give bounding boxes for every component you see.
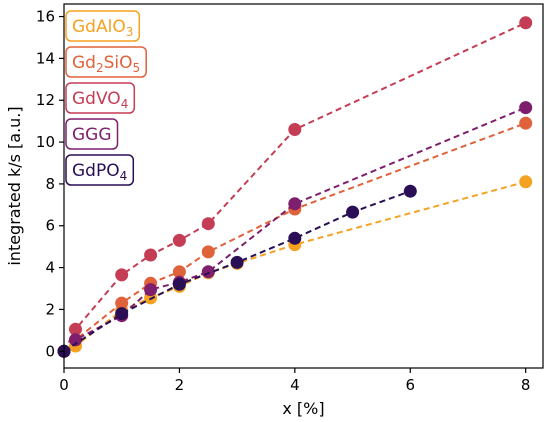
x-axis-label: x [%] [282, 399, 324, 418]
data-point [519, 16, 533, 30]
x-tick-label: 0 [59, 376, 69, 394]
legend-box [65, 10, 141, 42]
plot-data-layer [57, 16, 533, 358]
y-tick-label: 4 [45, 259, 55, 277]
data-point [519, 101, 533, 115]
data-point [346, 205, 360, 219]
legend-item-GdVO4: GdVO4 [65, 82, 136, 114]
data-point [115, 296, 129, 310]
x-tick-label: 6 [405, 376, 415, 394]
legend-box [65, 118, 119, 150]
data-point [201, 245, 215, 259]
plot-frame [63, 3, 544, 369]
legend-item-GdPO4: GdPO4 [65, 154, 135, 186]
legend-label: Gd2SiO5 [72, 53, 140, 75]
y-tick-label: 14 [36, 49, 55, 67]
data-point [201, 217, 215, 231]
y-tick-label: 6 [45, 217, 55, 235]
data-point [230, 255, 244, 269]
legend-label: GdVO4 [72, 89, 128, 111]
series-line [63, 190, 411, 353]
data-point [115, 307, 129, 321]
legend-box [65, 82, 136, 114]
legend-label: GGG [72, 125, 112, 145]
data-point [172, 233, 186, 247]
data-point [288, 123, 302, 136]
data-point [172, 265, 186, 279]
y-tick-label: 0 [45, 342, 55, 360]
y-tick-label: 8 [45, 175, 55, 193]
data-point [403, 184, 417, 198]
legend: GdAlO3 Gd2SiO5 GdVO4 GGG GdPO4 [65, 10, 147, 186]
series-line [63, 21, 527, 352]
legend-item-Gd2SiO5: Gd2SiO5 [65, 46, 147, 78]
data-point [519, 116, 533, 130]
legend-item-GdAlO3: GdAlO3 [65, 10, 141, 42]
x-tick-label: 8 [521, 376, 531, 394]
data-point [115, 268, 129, 282]
y-tick-label: 12 [36, 91, 55, 109]
legend-label: GdPO4 [72, 161, 127, 183]
y-tick-label: 16 [36, 8, 55, 26]
data-point [144, 283, 158, 297]
data-point [288, 197, 302, 211]
x-tick-label: 2 [175, 376, 185, 394]
legend-item-GGG: GGG [65, 118, 119, 150]
series-line [63, 106, 527, 353]
data-point [144, 248, 158, 262]
data-point [69, 333, 82, 347]
legend-box [65, 46, 147, 78]
y-tick-label: 2 [45, 300, 55, 318]
series-GdPO4 [57, 184, 417, 358]
data-point [519, 175, 533, 189]
legend-label: GdAlO3 [72, 17, 133, 39]
data-point [201, 265, 215, 279]
y-tick-label: 10 [36, 133, 55, 151]
data-point [172, 277, 186, 291]
series-GGG [57, 101, 533, 358]
series-line [63, 122, 527, 353]
y-axis-label: integrated k/s [a.u.] [5, 106, 24, 265]
axes: 0 2 4 6 8 0 2 4 6 8 10 12 14 16 [36, 3, 544, 394]
legend-box [65, 154, 135, 186]
x-tick-label: 4 [290, 376, 300, 394]
data-point [288, 231, 302, 245]
data-point [69, 322, 82, 336]
